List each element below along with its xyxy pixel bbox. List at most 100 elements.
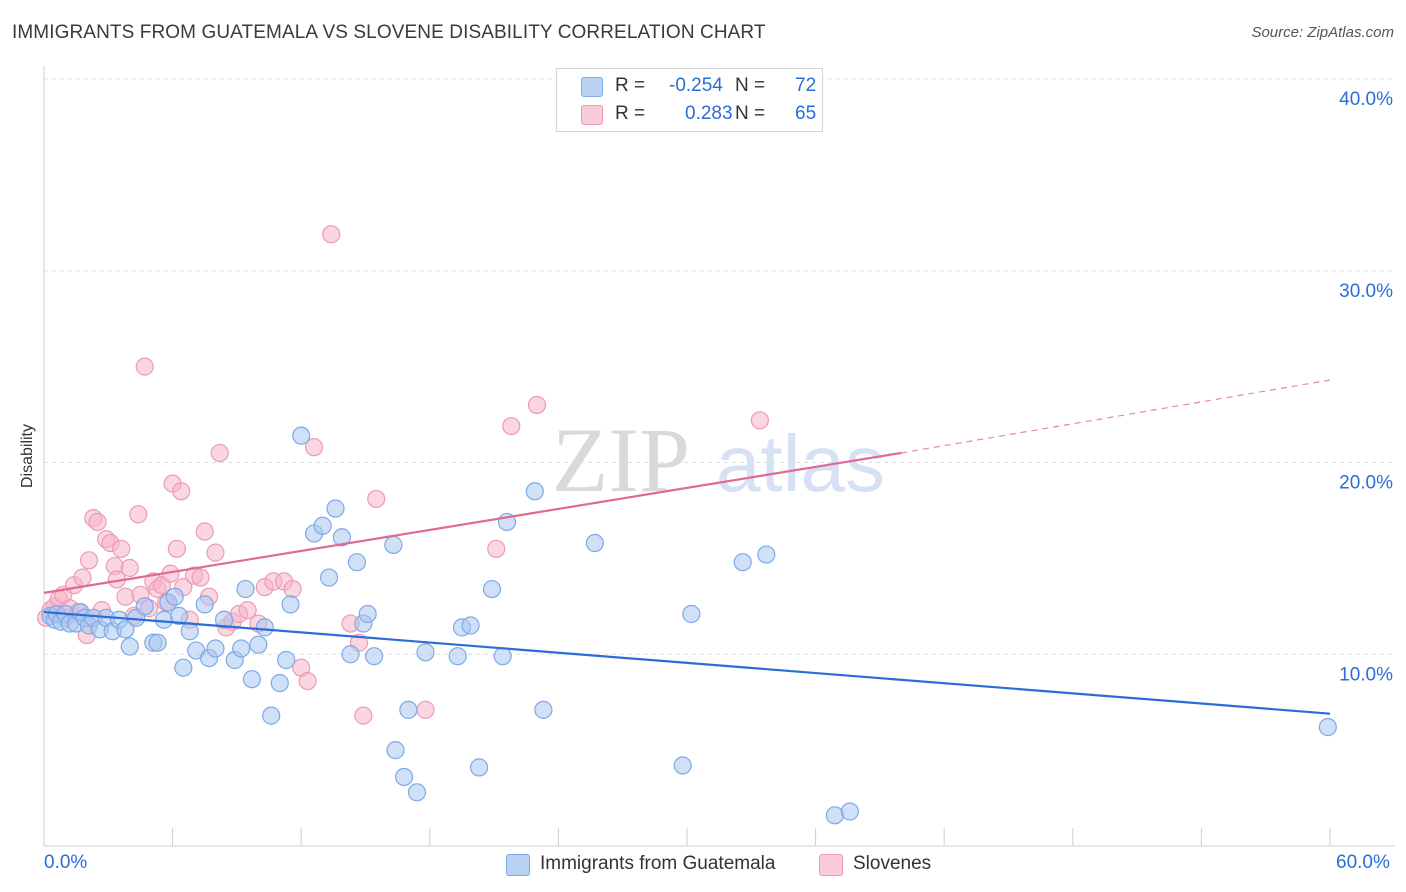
point-slovenes xyxy=(750,411,769,430)
point-guatemala xyxy=(1318,718,1337,737)
point-guatemala xyxy=(448,647,467,666)
point-guatemala xyxy=(120,637,139,656)
correlation-legend: R = -0.254 N = 72 R = 0.283 N = 65 xyxy=(556,68,823,132)
point-slovenes xyxy=(112,539,131,558)
point-guatemala xyxy=(232,639,251,658)
point-slovenes xyxy=(298,671,317,691)
legend-n-value: 72 xyxy=(795,75,817,96)
legend-swatch-blue xyxy=(506,854,530,876)
point-guatemala xyxy=(469,758,489,777)
point-guatemala xyxy=(358,604,377,624)
point-guatemala xyxy=(135,597,154,616)
point-slovenes xyxy=(79,551,99,570)
point-guatemala xyxy=(116,620,135,639)
legend-n-label: N = xyxy=(735,103,766,124)
point-guatemala xyxy=(249,635,268,654)
point-guatemala xyxy=(399,700,418,719)
point-slovenes xyxy=(527,395,547,415)
point-slovenes xyxy=(238,601,257,620)
point-guatemala xyxy=(242,670,262,689)
point-slovenes xyxy=(367,489,386,509)
y-tick-label: 10.0% xyxy=(1339,664,1393,685)
point-guatemala xyxy=(313,516,332,535)
point-slovenes xyxy=(210,443,229,463)
point-guatemala xyxy=(525,482,544,501)
data-points xyxy=(37,225,1337,825)
point-guatemala xyxy=(407,783,427,802)
point-guatemala xyxy=(416,643,435,662)
legend-n-value: 65 xyxy=(795,103,817,124)
point-slovenes xyxy=(73,568,92,587)
trend-lines xyxy=(43,379,1331,715)
trendline-slovenes-extension xyxy=(901,379,1331,454)
legend-swatch-pink xyxy=(819,854,843,876)
legend-label-slovenes: Slovenes xyxy=(853,853,932,874)
point-slovenes xyxy=(172,482,191,501)
point-slovenes xyxy=(129,505,148,524)
y-tick-label: 20.0% xyxy=(1339,473,1393,494)
point-guatemala xyxy=(148,633,167,652)
point-slovenes xyxy=(354,706,373,725)
point-guatemala xyxy=(534,700,553,719)
legend-r-value: -0.254 xyxy=(669,75,723,96)
x-tick-label-min: 0.0% xyxy=(44,852,88,873)
legend-swatch-blue xyxy=(581,77,603,97)
point-guatemala xyxy=(262,706,281,725)
point-guatemala xyxy=(394,767,414,787)
point-slovenes xyxy=(502,416,521,436)
point-guatemala xyxy=(180,622,199,641)
watermark-zip: ZIP xyxy=(552,409,690,511)
point-guatemala xyxy=(461,616,480,635)
grid-lines xyxy=(44,78,1395,655)
point-slovenes xyxy=(206,543,225,562)
point-guatemala xyxy=(326,499,345,518)
point-guatemala xyxy=(255,618,274,637)
point-slovenes xyxy=(116,587,135,606)
point-guatemala xyxy=(292,426,311,445)
y-tick-labels: 10.0% 20.0% 30.0% 40.0% xyxy=(1339,89,1393,685)
legend-r-label: R = xyxy=(615,75,646,96)
point-guatemala xyxy=(347,553,367,572)
legend-n-label: N = xyxy=(735,75,766,96)
point-guatemala xyxy=(341,645,360,664)
point-slovenes xyxy=(487,539,506,558)
point-guatemala xyxy=(206,639,225,658)
point-slovenes xyxy=(416,700,435,719)
point-slovenes xyxy=(322,225,341,244)
point-slovenes xyxy=(135,357,154,376)
point-guatemala xyxy=(493,647,512,666)
legend-r-value: 0.283 xyxy=(685,103,733,124)
point-guatemala xyxy=(386,741,405,760)
point-guatemala xyxy=(364,647,384,666)
point-slovenes xyxy=(191,568,210,587)
axes xyxy=(43,66,1395,847)
point-guatemala xyxy=(673,756,692,775)
x-tick-label-max: 60.0% xyxy=(1336,852,1390,873)
legend-swatch-pink xyxy=(581,105,603,125)
point-guatemala xyxy=(825,806,844,825)
point-guatemala xyxy=(277,650,296,670)
point-guatemala xyxy=(482,579,502,599)
point-slovenes xyxy=(195,522,214,541)
point-guatemala xyxy=(840,802,859,821)
point-guatemala xyxy=(169,606,189,626)
watermark: ZIP atlas xyxy=(552,409,885,511)
watermark-atlas: atlas xyxy=(716,419,885,508)
point-slovenes xyxy=(283,579,302,599)
point-guatemala xyxy=(682,604,701,624)
point-guatemala xyxy=(319,568,339,587)
chart-title: IMMIGRANTS FROM GUATEMALA VS SLOVENE DIS… xyxy=(12,22,766,43)
point-guatemala xyxy=(384,535,403,555)
source-label: Source: ZipAtlas.com xyxy=(1251,24,1394,41)
point-guatemala xyxy=(332,528,352,547)
point-guatemala xyxy=(236,579,255,599)
point-guatemala xyxy=(195,595,214,614)
point-guatemala xyxy=(214,610,234,629)
point-slovenes xyxy=(167,539,186,558)
point-guatemala xyxy=(281,595,300,614)
point-guatemala xyxy=(154,610,174,629)
point-guatemala xyxy=(165,587,184,606)
y-tick-label: 30.0% xyxy=(1339,281,1393,302)
point-slovenes xyxy=(304,438,324,457)
